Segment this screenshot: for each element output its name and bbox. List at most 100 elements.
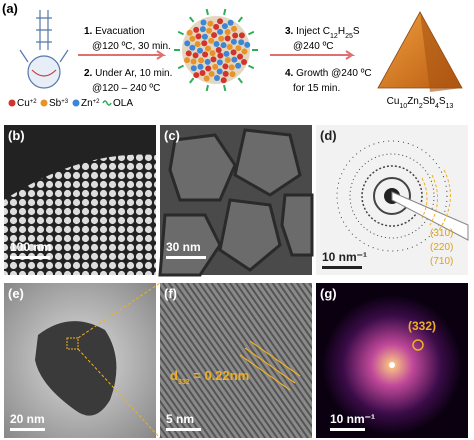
ligand xyxy=(237,77,243,84)
scale-bar-label: 100 nm xyxy=(10,240,51,254)
ligand xyxy=(237,16,243,23)
cluster-atom xyxy=(230,38,237,45)
d-spacing-label: d332 = 0.22nm xyxy=(170,368,249,386)
cluster-atom xyxy=(231,25,238,32)
cluster-atom xyxy=(228,64,235,71)
cluster-atom xyxy=(210,56,217,63)
text-part: 10 xyxy=(399,103,407,110)
cluster-atom xyxy=(213,40,220,47)
cluster-atom xyxy=(237,53,244,60)
text-part: = 0.22nm xyxy=(190,368,250,383)
cluster-atom xyxy=(193,72,200,79)
cluster-atom xyxy=(226,43,233,50)
text-part: S xyxy=(439,96,446,107)
step-number: 2. xyxy=(84,68,93,79)
diffraction-rings xyxy=(336,140,448,252)
cluster-atom xyxy=(216,68,223,75)
cluster-atom xyxy=(189,44,196,51)
text-part: Sb xyxy=(423,96,436,107)
legend-charge: +3 xyxy=(61,99,69,105)
cluster-atom xyxy=(193,26,200,33)
cluster-atom xyxy=(190,58,197,65)
cluster-atom xyxy=(203,75,210,82)
cluster-atom xyxy=(198,57,205,64)
text-part: Growth @240 ºC xyxy=(296,68,372,79)
legend-swatch xyxy=(8,99,16,107)
scale-bar-label: 10 nm⁻¹ xyxy=(330,412,375,426)
cluster-atom xyxy=(186,29,193,36)
cluster-atom xyxy=(230,49,237,56)
text-part: 12 xyxy=(330,33,338,40)
text-part: Evacuation xyxy=(95,26,144,37)
text-part: 2 xyxy=(419,103,423,110)
cluster-atom xyxy=(238,39,245,46)
cluster-atom xyxy=(207,20,214,27)
cluster-atom xyxy=(208,37,215,44)
plane-label: (710) xyxy=(430,256,453,267)
text-part: d xyxy=(170,368,178,383)
cluster-atom xyxy=(217,18,224,25)
text-part: 13 xyxy=(446,103,454,110)
cluster-atom xyxy=(217,52,224,59)
cluster-atom xyxy=(229,71,236,78)
fft-center xyxy=(389,362,395,368)
cluster-atom xyxy=(199,26,206,33)
cluster-atom xyxy=(184,40,191,47)
legend-symbol: OLA xyxy=(113,98,133,109)
ligand xyxy=(223,84,227,92)
cluster-atom xyxy=(213,23,220,30)
cluster-atom xyxy=(220,42,227,49)
step-text: 2. Under Ar, 10 min. xyxy=(84,68,172,79)
cluster-atom xyxy=(220,77,227,84)
legend-label: Cu+2 xyxy=(17,98,37,109)
scale-bar-label: 20 nm xyxy=(10,412,45,426)
ligand xyxy=(177,30,184,36)
cluster-atom xyxy=(221,23,228,30)
ligand xyxy=(223,8,227,16)
text-part: 332 xyxy=(178,379,190,386)
step-text: 4. Growth @240 ºC xyxy=(285,68,372,79)
cluster-atom xyxy=(192,52,199,59)
cluster-atom xyxy=(201,33,208,40)
cluster-atom xyxy=(244,41,251,48)
step-condition: for 15 min. xyxy=(293,83,340,94)
legend-symbol: Cu xyxy=(17,98,30,109)
scale-bar-label: 30 nm xyxy=(166,240,201,254)
text-part: Inject C xyxy=(296,26,330,37)
ligand xyxy=(205,84,209,92)
scale-bar-label: 10 nm⁻¹ xyxy=(322,250,367,264)
cluster-atom xyxy=(238,32,245,39)
cluster-atom xyxy=(211,32,218,39)
cluster-atom xyxy=(216,59,223,66)
ligand xyxy=(189,16,195,23)
step-text: 3. Inject C12H25S xyxy=(285,26,360,40)
cluster-atom xyxy=(200,19,207,26)
cluster-atom xyxy=(209,50,216,57)
cluster-atom xyxy=(190,65,197,72)
cluster-atom xyxy=(218,35,225,42)
hrtem-image xyxy=(160,283,312,438)
step-condition: @120 ºC, 30 min. xyxy=(92,41,171,52)
cluster-atom xyxy=(224,57,231,64)
cluster-atom xyxy=(208,70,215,77)
text-part: Cu xyxy=(387,96,400,107)
ligand xyxy=(248,30,255,36)
plane-label: (332) xyxy=(408,319,436,333)
text-part: S xyxy=(353,26,360,37)
cluster-atom xyxy=(223,50,230,57)
cluster-atom xyxy=(205,65,212,72)
step-number: 4. xyxy=(285,68,294,79)
text-part: 25 xyxy=(345,33,353,40)
cluster-atom xyxy=(235,62,242,69)
cluster-atom xyxy=(197,47,204,54)
cluster-atom xyxy=(194,41,201,48)
beam-stopper xyxy=(391,191,469,241)
panel-label: (c) xyxy=(164,128,180,143)
legend-swatch xyxy=(72,99,80,107)
cluster-atom xyxy=(212,63,219,70)
step-text: 1. Evacuation xyxy=(84,26,145,37)
text-part: H xyxy=(338,26,345,37)
cluster-atom xyxy=(213,74,220,81)
panel-label: (b) xyxy=(8,128,25,143)
